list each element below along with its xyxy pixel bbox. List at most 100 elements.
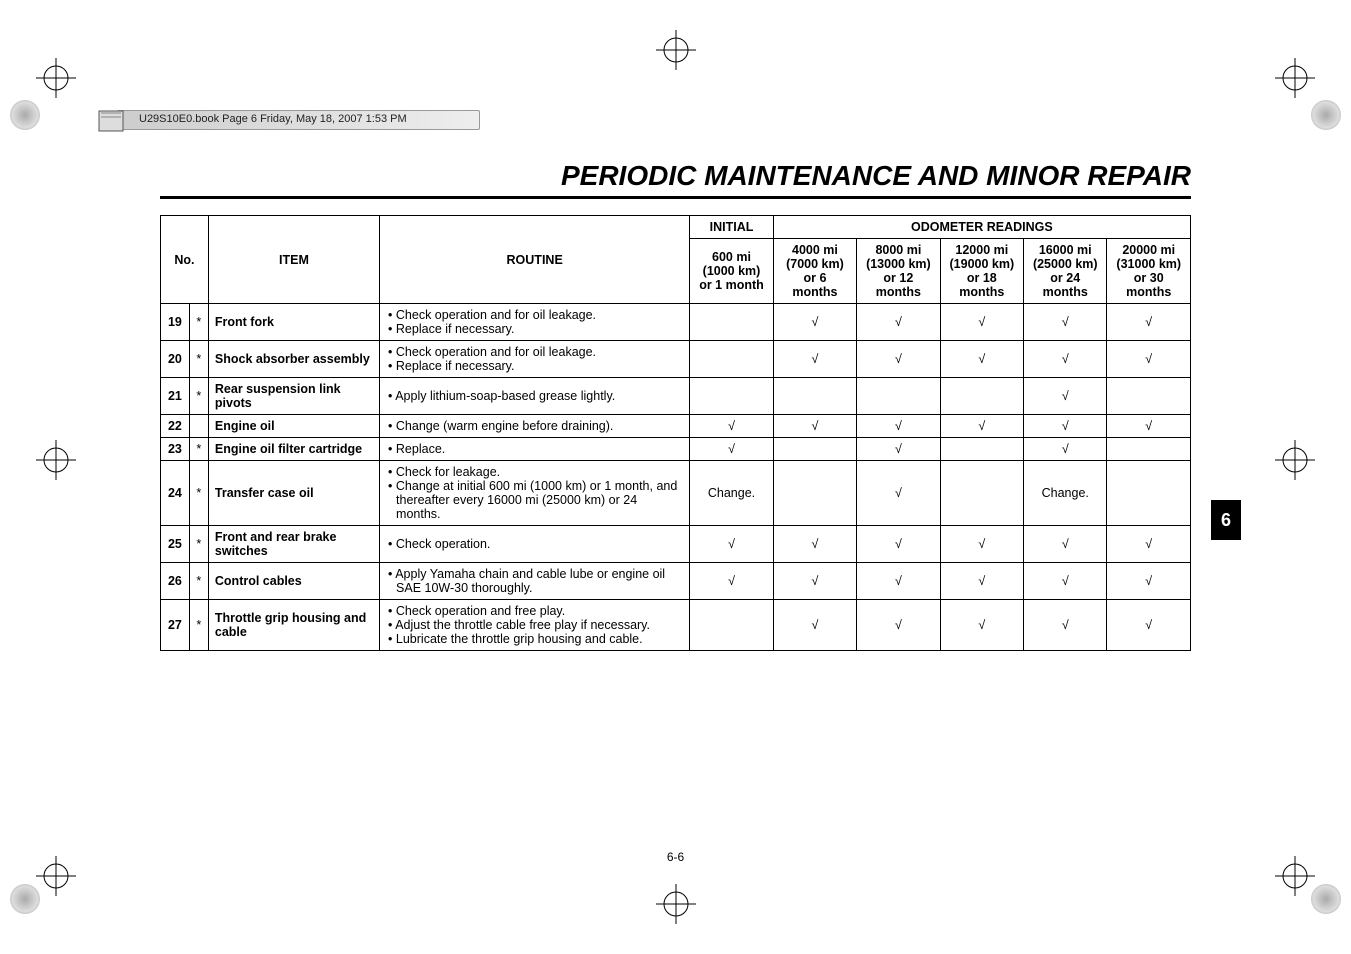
- row-star: [189, 415, 208, 438]
- interval-mark: √: [690, 438, 773, 461]
- interval-mark: √: [1024, 378, 1107, 415]
- print-mark-icon: [36, 58, 76, 98]
- interval-mark: [940, 461, 1023, 526]
- interval-mark: √: [857, 526, 940, 563]
- interval-mark: √: [773, 341, 856, 378]
- row-star: *: [189, 341, 208, 378]
- table-row: 23*Engine oil filter cartridgeReplace.√√…: [161, 438, 1191, 461]
- row-item: Shock absorber assembly: [208, 341, 379, 378]
- interval-mark: √: [773, 415, 856, 438]
- interval-mark: √: [857, 563, 940, 600]
- row-item: Engine oil: [208, 415, 379, 438]
- interval-mark: [857, 378, 940, 415]
- routine-item: Check operation.: [388, 537, 683, 551]
- page-content: PERIODIC MAINTENANCE AND MINOR REPAIR No…: [160, 160, 1191, 651]
- interval-mark: [940, 378, 1023, 415]
- header-strip-text: U29S10E0.book Page 6 Friday, May 18, 200…: [139, 113, 407, 125]
- center-mark-icon: [656, 30, 696, 70]
- routine-item: Apply lithium-soap-based grease lightly.: [388, 389, 683, 403]
- col-header-interval: 600 mi (1000 km) or 1 month: [690, 239, 773, 304]
- interval-mark: √: [1024, 415, 1107, 438]
- interval-mark: [1107, 378, 1191, 415]
- routine-item: Apply Yamaha chain and cable lube or eng…: [388, 567, 683, 595]
- print-mark-icon: [1275, 58, 1315, 98]
- interval-mark: [773, 378, 856, 415]
- row-number: 25: [161, 526, 190, 563]
- interval-mark: √: [857, 461, 940, 526]
- row-star: *: [189, 461, 208, 526]
- interval-mark: [1107, 461, 1191, 526]
- interval-mark: √: [1024, 341, 1107, 378]
- interval-mark: √: [1024, 526, 1107, 563]
- print-mark-icon: [1275, 856, 1315, 896]
- interval-mark: [773, 461, 856, 526]
- interval-mark: √: [1107, 341, 1191, 378]
- routine-item: Lubricate the throttle grip housing and …: [388, 632, 683, 646]
- interval-mark: [1107, 438, 1191, 461]
- interval-mark: √: [1024, 304, 1107, 341]
- table-row: 22 Engine oil Change (warm engine before d…: [161, 415, 1191, 438]
- col-header-item: ITEM: [208, 216, 379, 304]
- routine-item: Replace if necessary.: [388, 359, 683, 373]
- interval-mark: √: [857, 600, 940, 651]
- col-header-interval: 20000 mi (31000 km) or 30 months: [1107, 239, 1191, 304]
- book-tab-icon: [95, 105, 127, 137]
- row-routine: Check operation and for oil leakage.Repl…: [380, 341, 690, 378]
- interval-mark: √: [1107, 563, 1191, 600]
- table-row: 27*Throttle grip housing and cableCheck …: [161, 600, 1191, 651]
- interval-mark: √: [940, 600, 1023, 651]
- row-routine: Apply Yamaha chain and cable lube or eng…: [380, 563, 690, 600]
- interval-mark: √: [1107, 304, 1191, 341]
- routine-item: Change (warm engine before draining).: [388, 419, 683, 433]
- interval-mark: √: [773, 304, 856, 341]
- interval-mark: √: [1024, 438, 1107, 461]
- interval-mark: [690, 600, 773, 651]
- col-header-interval: 4000 mi (7000 km) or 6 months: [773, 239, 856, 304]
- table-row: 26*Control cablesApply Yamaha chain and …: [161, 563, 1191, 600]
- row-item: Front fork: [208, 304, 379, 341]
- row-item: Rear suspension link pivots: [208, 378, 379, 415]
- col-header-odometer: ODOMETER READINGS: [773, 216, 1190, 239]
- row-item: Control cables: [208, 563, 379, 600]
- table-row: 20*Shock absorber assemblyCheck operatio…: [161, 341, 1191, 378]
- routine-item: Change at initial 600 mi (1000 km) or 1 …: [388, 479, 683, 521]
- routine-item: Replace if necessary.: [388, 322, 683, 336]
- row-number: 26: [161, 563, 190, 600]
- interval-mark: √: [1024, 600, 1107, 651]
- row-routine: Change (warm engine before draining).: [380, 415, 690, 438]
- print-mark-icon: [1275, 440, 1315, 480]
- routine-item: Check operation and for oil leakage.: [388, 345, 683, 359]
- interval-mark: √: [773, 526, 856, 563]
- row-star: *: [189, 438, 208, 461]
- col-header-interval: 16000 mi (25000 km) or 24 months: [1024, 239, 1107, 304]
- interval-mark: √: [1107, 526, 1191, 563]
- interval-mark: √: [1107, 415, 1191, 438]
- row-star: *: [189, 378, 208, 415]
- page-title: PERIODIC MAINTENANCE AND MINOR REPAIR: [160, 160, 1191, 199]
- interval-mark: Change.: [690, 461, 773, 526]
- row-routine: Check operation and free play.Adjust the…: [380, 600, 690, 651]
- interval-mark: Change.: [1024, 461, 1107, 526]
- interval-mark: √: [857, 304, 940, 341]
- chapter-number: 6: [1221, 510, 1231, 531]
- row-routine: Check operation.: [380, 526, 690, 563]
- row-number: 22: [161, 415, 190, 438]
- routine-item: Check operation and for oil leakage.: [388, 308, 683, 322]
- table-row: 24*Transfer case oilCheck for leakage.Ch…: [161, 461, 1191, 526]
- table-row: 21*Rear suspension link pivotsApply lith…: [161, 378, 1191, 415]
- interval-mark: √: [773, 563, 856, 600]
- interval-mark: √: [690, 563, 773, 600]
- interval-mark: [690, 378, 773, 415]
- routine-item: Check operation and free play.: [388, 604, 683, 618]
- interval-mark: √: [857, 415, 940, 438]
- row-item: Throttle grip housing and cable: [208, 600, 379, 651]
- col-header-interval: 8000 mi (13000 km) or 12 months: [857, 239, 940, 304]
- interval-mark: √: [940, 415, 1023, 438]
- interval-mark: √: [857, 438, 940, 461]
- routine-item: Replace.: [388, 442, 683, 456]
- document-header-strip: U29S10E0.book Page 6 Friday, May 18, 200…: [110, 110, 480, 130]
- print-mark-icon: [36, 440, 76, 480]
- row-number: 24: [161, 461, 190, 526]
- table-row: 19*Front forkCheck operation and for oil…: [161, 304, 1191, 341]
- row-number: 23: [161, 438, 190, 461]
